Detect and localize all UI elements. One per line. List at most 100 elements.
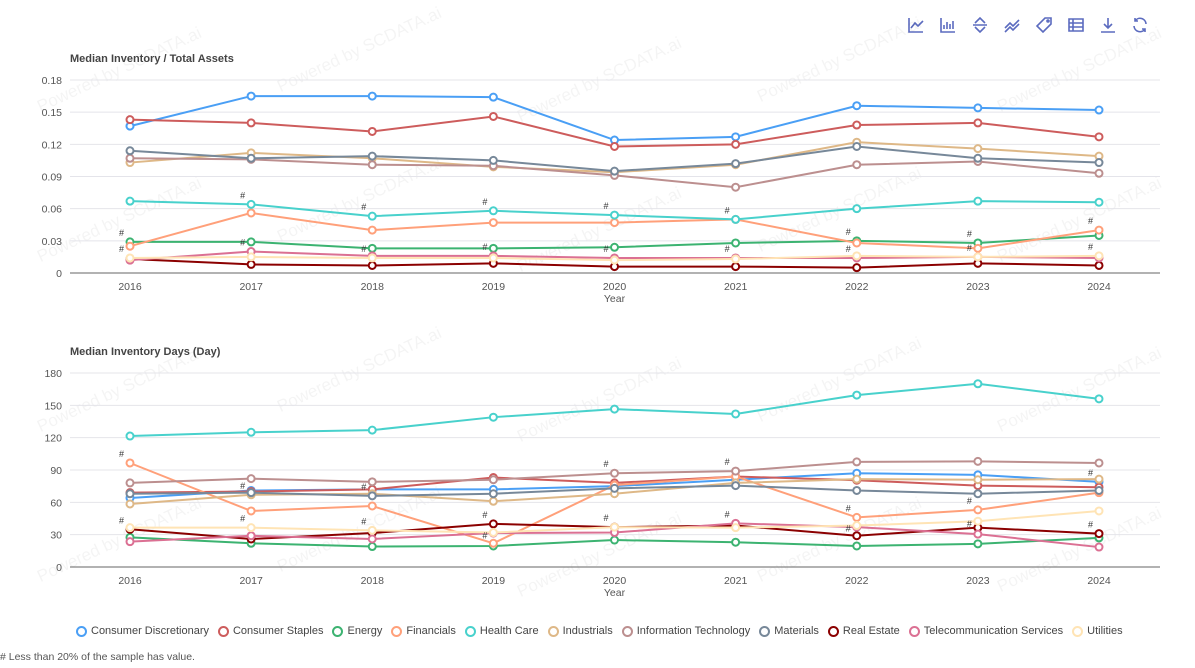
legend-marker-icon — [391, 625, 403, 637]
y-tick-label: 150 — [44, 400, 62, 412]
legend-item[interactable]: Real Estate — [827, 625, 900, 637]
data-point — [246, 252, 256, 262]
data-point — [246, 199, 256, 209]
legend-item[interactable]: Telecommunication Services — [908, 625, 1063, 637]
data-point — [125, 241, 135, 251]
data-point — [852, 101, 862, 111]
data-point — [852, 474, 862, 484]
y-tick-label: 0 — [56, 268, 62, 280]
data-point — [125, 196, 135, 206]
low-sample-marker: # — [846, 503, 851, 513]
refresh-icon[interactable] — [1129, 14, 1151, 36]
low-sample-marker: # — [240, 190, 245, 200]
data-point — [125, 478, 135, 488]
y-tick-label: 0 — [56, 562, 62, 574]
data-point — [488, 218, 498, 228]
data-point — [731, 537, 741, 547]
low-sample-marker: # — [361, 202, 366, 212]
tag-icon[interactable] — [1033, 14, 1055, 36]
data-point — [367, 126, 377, 136]
legend-item[interactable]: Consumer Staples — [217, 625, 323, 637]
legend-item[interactable]: Health Care — [464, 625, 539, 637]
data-point — [973, 243, 983, 253]
data-point — [731, 262, 741, 272]
data-point — [125, 458, 135, 468]
data-point — [731, 139, 741, 149]
low-sample-marker: # — [725, 205, 730, 215]
data-point — [367, 211, 377, 221]
low-sample-marker: # — [725, 509, 730, 519]
x-tick-label: 2021 — [724, 281, 748, 293]
x-tick-label: 2017 — [239, 281, 263, 293]
data-point — [852, 531, 862, 541]
data-point — [852, 120, 862, 130]
table-icon[interactable] — [1065, 14, 1087, 36]
data-point — [973, 456, 983, 466]
data-point — [488, 519, 498, 529]
data-point — [246, 474, 256, 484]
low-sample-marker: # — [361, 244, 366, 254]
trend-icon[interactable] — [1001, 14, 1023, 36]
y-tick-label: 0.18 — [42, 75, 63, 87]
data-point — [731, 214, 741, 224]
data-point — [1094, 105, 1104, 115]
data-point — [852, 457, 862, 467]
data-point — [852, 521, 862, 531]
data-point — [367, 425, 377, 435]
data-point — [367, 501, 377, 511]
data-point — [1094, 132, 1104, 142]
bar-chart-icon[interactable] — [937, 14, 959, 36]
data-point — [610, 483, 619, 493]
legend-item[interactable]: Energy — [332, 625, 382, 637]
data-point — [1094, 474, 1104, 484]
legend-item[interactable]: Consumer Discretionary — [76, 625, 209, 637]
data-point — [488, 206, 498, 216]
y-tick-label: 120 — [44, 433, 62, 445]
low-sample-marker: # — [119, 515, 124, 525]
sort-icon[interactable] — [969, 14, 991, 36]
data-point — [731, 182, 741, 192]
low-sample-marker: # — [240, 481, 245, 491]
y-tick-label: 90 — [50, 465, 62, 477]
line-chart-icon[interactable] — [905, 14, 927, 36]
legend-item[interactable]: Utilities — [1072, 625, 1123, 637]
x-tick-label: 2019 — [482, 281, 506, 293]
legend-item[interactable]: Industrials — [547, 625, 613, 637]
data-point — [367, 160, 377, 170]
low-sample-marker: # — [482, 510, 487, 520]
low-sample-marker: # — [1088, 216, 1093, 226]
data-point — [610, 242, 619, 252]
low-sample-marker: # — [967, 229, 972, 239]
data-point — [852, 238, 862, 248]
download-icon[interactable] — [1097, 14, 1119, 36]
data-point — [610, 218, 619, 228]
legend-label: Materials — [774, 625, 819, 637]
legend-label: Industrials — [562, 625, 613, 637]
low-sample-marker: # — [846, 524, 851, 534]
data-point — [367, 253, 377, 263]
legend-item[interactable]: Information Technology — [621, 625, 750, 637]
data-point — [973, 516, 983, 526]
legend-marker-icon — [1072, 625, 1084, 637]
data-point — [731, 481, 741, 491]
legend-item[interactable]: Financials — [391, 625, 456, 637]
low-sample-marker: # — [119, 449, 124, 459]
legend-marker-icon — [827, 625, 839, 637]
x-tick-label: 2016 — [118, 281, 142, 293]
data-point — [488, 475, 498, 485]
data-point — [246, 506, 256, 516]
data-point — [610, 522, 619, 532]
data-point — [973, 103, 983, 113]
data-point — [246, 259, 256, 269]
low-sample-marker: # — [361, 516, 366, 526]
legend-label: Real Estate — [842, 625, 900, 637]
low-sample-marker: # — [240, 238, 245, 248]
data-point — [125, 537, 135, 547]
data-point — [852, 390, 862, 400]
legend-marker-icon — [908, 625, 920, 637]
data-point — [367, 491, 377, 501]
x-tick-label: 2024 — [1087, 575, 1111, 587]
data-point — [610, 141, 619, 151]
legend-item[interactable]: Materials — [759, 625, 819, 637]
data-point — [973, 379, 983, 389]
